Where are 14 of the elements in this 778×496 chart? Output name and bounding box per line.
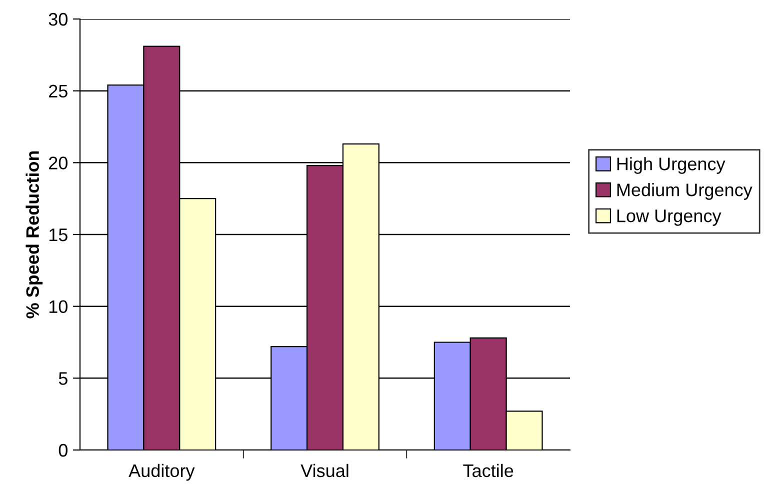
y-tick-label: 30: [48, 12, 68, 26]
y-axis-title: % Speed Reduction: [26, 151, 43, 318]
x-tick-label: Tactile: [463, 464, 514, 478]
y-tick-label: 25: [49, 84, 68, 98]
x-tick-label: Auditory: [128, 464, 195, 481]
x-tick-label: Visual: [300, 464, 348, 478]
legend-label: Medium Urgency: [617, 183, 752, 200]
legend-label: Low Urgency: [617, 210, 722, 226]
legend-label: High Urgency: [617, 157, 726, 174]
y-tick-label: 20: [49, 156, 68, 170]
y-tick-label: 10: [49, 300, 68, 314]
y-tick-label: 5: [58, 372, 68, 385]
y-tick-label: 15: [49, 228, 68, 242]
y-tick-label: 0: [58, 444, 68, 457]
